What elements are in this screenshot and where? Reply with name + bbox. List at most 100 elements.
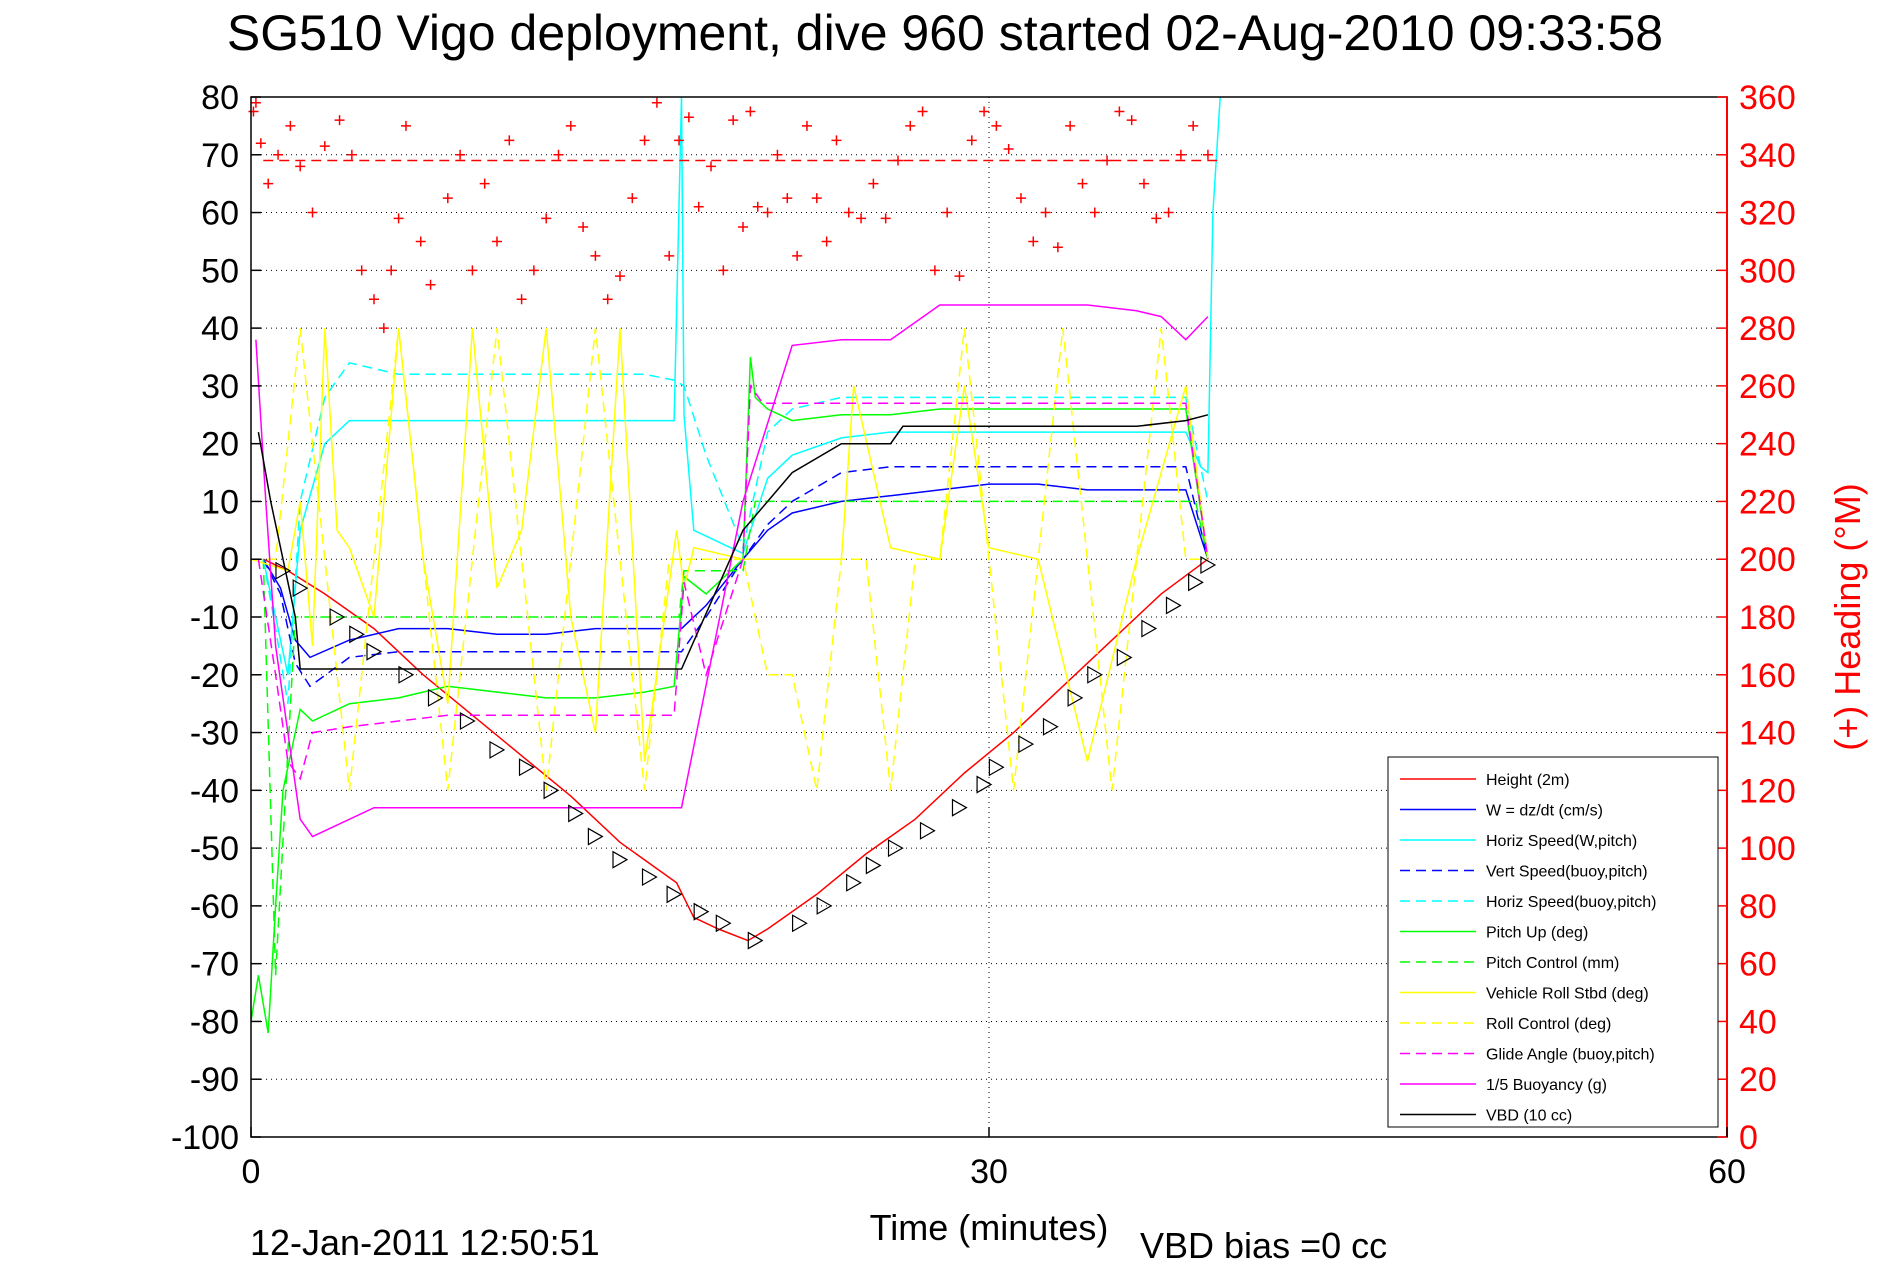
y2-tick-label: 300 — [1739, 252, 1796, 290]
heading-point — [528, 265, 539, 276]
heading-point — [334, 115, 345, 126]
legend-label-4: Horiz Speed(buoy,pitch) — [1486, 894, 1656, 911]
depth-marker — [1087, 665, 1103, 684]
heading-point — [1077, 178, 1088, 189]
series-line-6 — [262, 500, 1209, 976]
series-line-10 — [255, 304, 1209, 838]
heading-point — [346, 149, 357, 160]
heading-point — [1175, 149, 1186, 160]
heading-point — [1003, 144, 1014, 154]
heading-point — [1015, 193, 1026, 204]
y-tick-label: -70 — [190, 946, 239, 984]
x-tick-label: 30 — [970, 1153, 1008, 1191]
depth-marker — [275, 561, 292, 580]
heading-point — [966, 135, 977, 146]
heading-point — [954, 271, 965, 282]
depth-marker — [988, 758, 1005, 777]
depth-marker — [1042, 717, 1059, 736]
heading-point — [1065, 120, 1076, 131]
depth-marker — [427, 688, 444, 707]
legend-label-11: VBD (10 cc) — [1486, 1108, 1572, 1125]
y-tick-label: -40 — [190, 772, 239, 810]
heading-point — [745, 106, 756, 117]
y2-tick-label: 160 — [1739, 657, 1796, 695]
x-axis: 0 30 60 — [242, 1127, 1746, 1191]
series-line-7 — [250, 328, 1209, 762]
legend-label-2: Horiz Speed(W,pitch) — [1486, 833, 1637, 850]
heading-point — [255, 138, 266, 149]
depth-marker — [518, 758, 535, 777]
y2-tick-label: 0 — [1739, 1119, 1758, 1157]
heading-point — [831, 135, 842, 146]
legend-label-10: 1/5 Buoyancy (g) — [1486, 1077, 1607, 1094]
heading-point — [738, 222, 748, 232]
depth-marker — [919, 821, 936, 840]
heading-point — [1202, 149, 1213, 160]
heading-point — [386, 265, 397, 276]
heading-point — [425, 279, 436, 290]
y-tick-label: 10 — [201, 483, 239, 521]
y2-tick-label: 100 — [1739, 830, 1796, 868]
heading-point — [295, 161, 306, 172]
heading-point — [929, 265, 940, 276]
heading-point — [1102, 155, 1113, 166]
series-line-4 — [262, 361, 1209, 704]
depth-markers — [275, 555, 1217, 950]
depth-marker — [292, 579, 309, 598]
heading-point — [1052, 242, 1063, 253]
y-tick-label: 50 — [201, 252, 239, 290]
vbd-bias-label: VBD bias =0 cc — [1140, 1225, 1387, 1262]
y-tick-label: -50 — [190, 830, 239, 868]
depth-marker — [1200, 555, 1217, 575]
heading-point — [479, 178, 490, 189]
heading-point — [1188, 120, 1199, 131]
depth-marker — [976, 775, 993, 794]
depth-marker — [1018, 735, 1035, 754]
legend-label-7: Vehicle Roll Stbd (deg) — [1486, 986, 1649, 1003]
heading-point — [442, 193, 453, 204]
heading-point — [664, 250, 675, 261]
heading-point — [285, 120, 296, 131]
y-tick-label: 20 — [201, 426, 239, 464]
date-stamp: 12-Jan-2011 12:50:51 — [250, 1222, 600, 1262]
y2-tick-label: 140 — [1739, 715, 1796, 753]
y2-tick-label: 340 — [1739, 137, 1796, 175]
heading-point — [263, 178, 274, 189]
heading-markers — [248, 97, 1218, 334]
heading-point — [467, 265, 478, 276]
heading-point — [892, 155, 903, 166]
depth-marker — [398, 665, 415, 684]
depth-marker — [846, 873, 862, 892]
heading-point — [615, 271, 625, 282]
y2-tick-label: 360 — [1739, 79, 1796, 117]
y-tick-label: 70 — [201, 137, 239, 175]
heading-point — [856, 213, 867, 224]
y2-tick-label: 120 — [1739, 772, 1796, 810]
heading-point — [868, 178, 879, 189]
heading-point — [693, 201, 704, 212]
y-tick-label: -80 — [190, 1003, 239, 1041]
heading-point — [639, 135, 650, 146]
depth-marker — [1165, 596, 1182, 615]
heading-point — [541, 213, 552, 224]
depth-marker — [865, 856, 882, 875]
x-tick-label: 0 — [242, 1153, 261, 1191]
y2-tick-label: 20 — [1739, 1061, 1777, 1099]
y2-tick-label: 280 — [1739, 310, 1796, 348]
depth-marker — [459, 711, 476, 731]
y-tick-label: -30 — [190, 715, 239, 753]
heading-point — [792, 250, 803, 261]
heading-point — [1151, 213, 1162, 224]
y-tick-label: -10 — [190, 599, 239, 637]
heading-point — [811, 193, 822, 204]
heading-point — [651, 97, 662, 108]
y2-tick-label: 180 — [1739, 599, 1796, 637]
heading-point — [706, 161, 717, 172]
depth-marker — [693, 902, 710, 921]
series-line-3 — [262, 466, 1209, 688]
y2-tick-label: 60 — [1739, 946, 1777, 984]
y-tick-label: -60 — [190, 888, 239, 926]
depth-marker — [1067, 688, 1084, 707]
y2-tick-label: 200 — [1739, 541, 1796, 579]
series-line-0 — [262, 558, 1209, 942]
